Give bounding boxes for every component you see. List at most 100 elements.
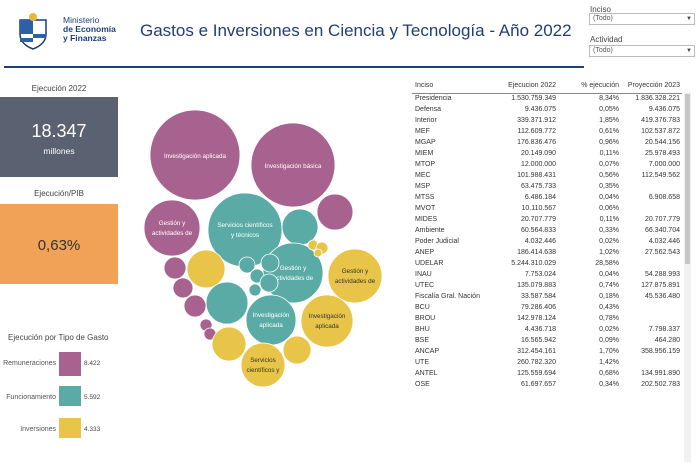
cell-ejecucion: 1.530.759.349	[511, 95, 556, 102]
table-row[interactable]: MIEM 20.149.090 0,11% 25.978.493	[412, 149, 682, 160]
bubble[interactable]	[281, 208, 319, 246]
bubble[interactable]	[240, 342, 286, 388]
table-row[interactable]: BCU 79.286.406 0,43%	[412, 303, 682, 314]
cell-ejecucion: 142.978.124	[517, 315, 556, 322]
cell-porcentaje: 0,74%	[599, 282, 619, 289]
table-row[interactable]: INAU 7.753.024 0,04% 54.288.993	[412, 270, 682, 281]
bubble[interactable]	[211, 326, 247, 362]
table-scrollbar[interactable]	[684, 92, 691, 462]
bubble[interactable]	[186, 249, 226, 289]
header-porcentaje[interactable]: % ejecución	[581, 82, 619, 89]
bubble[interactable]	[149, 109, 241, 201]
cell-proyeccion: 20.544.156	[644, 139, 680, 146]
table-row[interactable]: UTE 260.782.320 1,42%	[412, 358, 682, 369]
mef-logo-text: Ministerio de Economía y Finanzas	[63, 16, 116, 43]
bubble[interactable]	[259, 273, 279, 293]
table-row[interactable]: ANCAP 312.454.161 1,70% 358.956.159	[412, 347, 682, 358]
bubble[interactable]	[163, 256, 187, 280]
cell-porcentaje: 0,07%	[599, 161, 619, 168]
cell-ejecucion: 61.697.657	[520, 381, 556, 388]
header-ejecucion[interactable]: Ejecucion 2022	[508, 82, 556, 89]
bubble[interactable]	[300, 294, 354, 348]
table-row[interactable]: MGAP 176.836.476 0,96% 20.544.156	[412, 138, 682, 149]
cell-inciso: Presidencia	[415, 95, 452, 102]
logo-line-3: y Finanzas	[63, 33, 107, 43]
ejecucion-kpi-card: 18.347 millones	[0, 97, 118, 177]
cell-ejecucion: 60.564.833	[520, 227, 556, 234]
cell-porcentaje: 0,02%	[599, 326, 619, 333]
bubble[interactable]	[172, 277, 194, 299]
header-proyeccion[interactable]: Proyección 2023	[627, 82, 680, 89]
bubble[interactable]	[143, 199, 201, 257]
table-row[interactable]: UDELAR 5.244.310.029 28,58%	[412, 259, 682, 270]
uruguay-shield-icon	[19, 13, 47, 50]
cell-inciso: BROU	[415, 315, 436, 322]
cell-porcentaje: 0,05%	[599, 106, 619, 113]
bubble-label: Gestión y	[342, 268, 369, 275]
table-row[interactable]: UTEC 135.079.883 0,74% 127.875.891	[412, 281, 682, 292]
bubble-label: Investigación	[309, 313, 346, 320]
gasto-bar[interactable]	[59, 352, 81, 376]
cell-proyeccion: 112.549.562	[641, 172, 680, 179]
cell-proyeccion: 45.536.480	[644, 293, 680, 300]
table-row[interactable]: ANTEL 125.559.694 0,68% 134.991.890	[412, 369, 682, 380]
table-row[interactable]: MIDES 20.707.779 0,11% 20.707.779	[412, 215, 682, 226]
chevron-down-icon: ▼	[686, 16, 692, 22]
cell-porcentaje: 0,33%	[599, 227, 619, 234]
table-row[interactable]: Poder Judicial 4.032.446 0,02% 4.032.446	[412, 237, 682, 248]
table-row[interactable]: BHU 4.436.718 0,02% 7.798.337	[412, 325, 682, 336]
bubble[interactable]	[238, 256, 256, 274]
cell-porcentaje: 0,06%	[599, 205, 619, 212]
bubble[interactable]	[183, 294, 207, 318]
actividad-filter-select[interactable]: (Todo) ▼	[589, 45, 695, 57]
gasto-bar[interactable]	[59, 418, 81, 438]
table-row[interactable]: OSE 61.697.657 0,34% 202.502.783	[412, 380, 682, 391]
table-row[interactable]: MEC 101.988.431 0,56% 112.549.562	[412, 171, 682, 182]
cell-porcentaje: 1,02%	[599, 249, 619, 256]
cell-ejecucion: 101.988.431	[517, 172, 556, 179]
bubble[interactable]	[250, 122, 336, 208]
table-scrollbar-thumb[interactable]	[685, 94, 690, 264]
cell-proyeccion: 102.537.872	[641, 128, 680, 135]
table-row[interactable]: MEF 112.609.772 0,61% 102.537.872	[412, 127, 682, 138]
bubble[interactable]	[327, 248, 383, 304]
pib-kpi-title: Ejecución/PIB	[34, 189, 84, 198]
cell-inciso: Fiscalía Gral. Nación	[415, 293, 480, 300]
bubble[interactable]	[248, 283, 262, 297]
inciso-filter-select[interactable]: (Todo) ▼	[589, 13, 695, 25]
bubble[interactable]	[260, 253, 280, 273]
bubble[interactable]	[313, 248, 323, 258]
table-row[interactable]: MSP 63.475.733 0,35%	[412, 182, 682, 193]
page-title: Gastos e Inversiones en Ciencia y Tecnol…	[140, 21, 572, 40]
bubble[interactable]	[282, 335, 312, 365]
table-row[interactable]: MTSS 6.486.184 0,04% 6.908.658	[412, 193, 682, 204]
cell-porcentaje: 0,02%	[599, 238, 619, 245]
cell-inciso: Poder Judicial	[415, 238, 459, 245]
table-row[interactable]: MTOP 12.000.000 0,07% 7.000.000	[412, 160, 682, 171]
table-row[interactable]: Fiscalía Gral. Nación 33.587.584 0,18% 45.5…	[412, 292, 682, 303]
table-row[interactable]: Defensa 9.436.075 0,05% 9.436.075	[412, 105, 682, 116]
header-inciso[interactable]: Inciso	[415, 82, 434, 89]
cell-proyeccion: 7.000.000	[648, 161, 680, 168]
gasto-chart-title: Ejecución por Tipo de Gasto	[8, 333, 109, 342]
cell-proyeccion: 27.562.543	[644, 249, 680, 256]
pib-kpi-value: 0,63%	[37, 237, 81, 254]
table-row[interactable]: Interior 339.371.912 1,85% 419.376.783	[412, 116, 682, 127]
table-row[interactable]: MVOT 10.110.567 0,06%	[412, 204, 682, 215]
table-row[interactable]: Presidencia 1.530.759.349 8,34% 1.836.328.2…	[412, 94, 682, 105]
table-row[interactable]: Ambiente 60.564.833 0,33% 66.340.704	[412, 226, 682, 237]
cell-proyeccion: 127.875.891	[641, 282, 680, 289]
cell-proyeccion: 20.707.779	[644, 216, 680, 223]
gasto-bar[interactable]	[59, 386, 81, 406]
cell-porcentaje: 0,56%	[599, 172, 619, 179]
inciso-table: Inciso Ejecucion 2022 % ejecución Proyec…	[412, 79, 682, 391]
table-row[interactable]: BSE 16.565.942 0,09% 464.280	[412, 336, 682, 347]
pib-kpi-card: 0,63%	[0, 204, 118, 284]
gasto-label: Remuneraciones	[3, 360, 56, 367]
table-row[interactable]: BROU 142.978.124 0,78%	[412, 314, 682, 325]
table-header: Inciso Ejecucion 2022 % ejecución Proyec…	[412, 79, 682, 94]
table-row[interactable]: ANEP 186.414.638 1,02% 27.562.543	[412, 248, 682, 259]
bubble[interactable]	[245, 294, 297, 346]
bubble[interactable]	[316, 193, 354, 231]
bubble[interactable]	[205, 281, 249, 325]
